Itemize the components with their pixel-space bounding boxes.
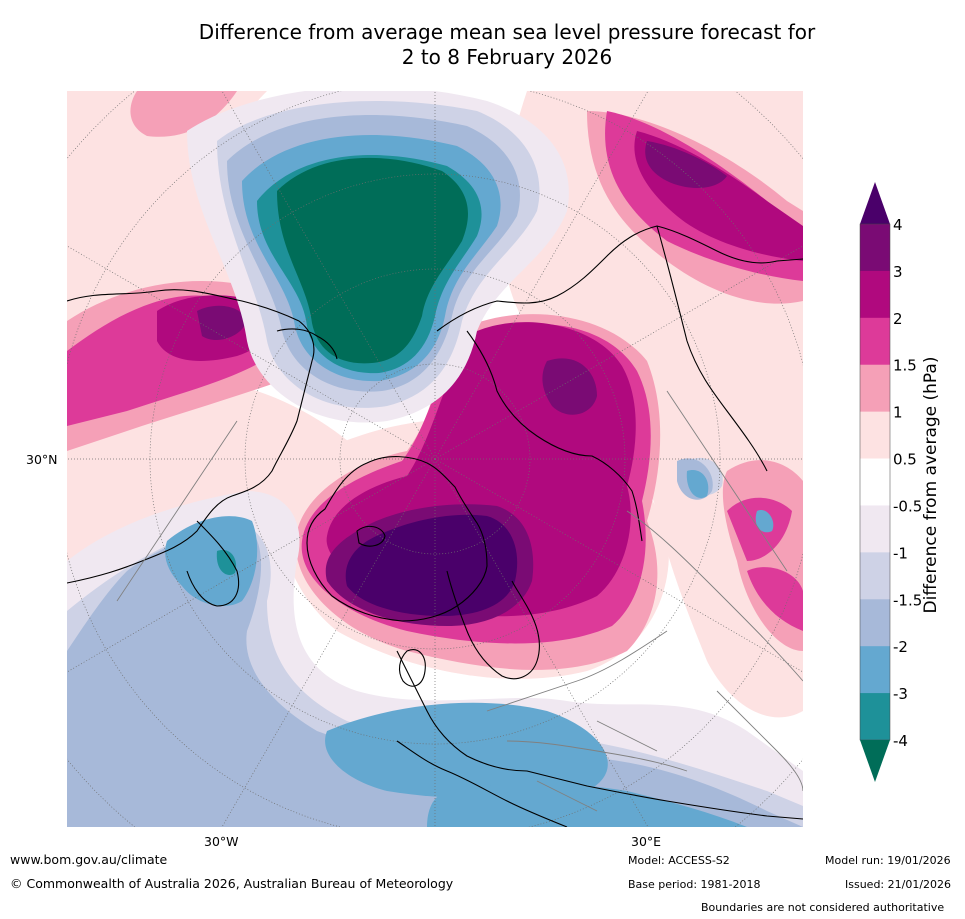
coastlines [67, 225, 803, 827]
colorbar-tick-label: 2 [893, 310, 903, 328]
scandinavia-coast [446, 570, 541, 680]
footer-model: Model: ACCESS-S2 [628, 854, 730, 867]
colorbar-title: Difference from average (hPa) [921, 356, 941, 614]
graticule [67, 91, 803, 827]
colorbar-band [860, 224, 890, 272]
colorbar-tick-label: 1 [893, 404, 903, 422]
footer-base-period: Base period: 1981-2018 [628, 878, 761, 891]
title-line-1: Difference from average mean sea level p… [198, 20, 816, 44]
lat-label-30n: 30°N [26, 452, 58, 467]
greenland-coast [306, 456, 488, 622]
colorbar-band [860, 317, 890, 366]
colorbar-tick-label: -0.5 [893, 497, 922, 515]
title-line-2: 2 to 8 February 2026 [401, 45, 613, 69]
asia-east-coast [656, 225, 768, 472]
lon-label-30e: 30°E [631, 834, 662, 849]
north-america-coast [67, 289, 315, 584]
siberia-coast [466, 330, 643, 542]
colorbar-band [860, 270, 890, 319]
colorbar-tick-label: 0.5 [893, 451, 917, 469]
colorbar-tick-label: -2 [893, 638, 908, 656]
pressure-anomaly-map [67, 91, 803, 827]
colorbar-band [860, 646, 890, 694]
colorbar-band [860, 458, 890, 506]
alaska-chukotka-coast [276, 328, 338, 360]
colorbar-over-arrow [860, 182, 890, 224]
hudson-bay-coast [186, 520, 240, 607]
footer-issued: Issued: 21/01/2026 [845, 878, 952, 891]
colorbar-tick-label: -1 [893, 544, 908, 562]
colorbar-tick-label: -4 [893, 732, 908, 750]
colorbar-tick-label: 4 [893, 216, 903, 234]
colorbar: 4 3 2 1.5 1 0.5 -0.5 -1 -1.5 -2 -3 -4 [859, 182, 922, 782]
colorbar-band [860, 693, 890, 741]
colorbar-band [860, 411, 890, 460]
colorbar-tick-label: -1.5 [893, 591, 922, 609]
colorbar-band [860, 364, 890, 413]
colorbar-tick-label: -3 [893, 685, 908, 703]
country-borders [116, 390, 803, 812]
footer-disclaimer: Boundaries are not considered authoritat… [701, 901, 945, 914]
map-title: Difference from average mean sea level p… [0, 20, 965, 70]
europe-coast [396, 650, 803, 820]
colorbar-band [860, 599, 890, 647]
colorbar-tick-label: 3 [893, 263, 903, 281]
colorbar-band [860, 552, 890, 600]
mediterranean-coast [396, 740, 568, 827]
eurasia-north-coast [436, 225, 803, 332]
uk-coast [398, 649, 426, 687]
colorbar-ticks: 4 3 2 1.5 1 0.5 -0.5 -1 -1.5 -2 -3 -4 [893, 216, 922, 750]
footer-copyright: © Commonwealth of Australia 2026, Austra… [10, 876, 454, 891]
colorbar-bands [859, 223, 891, 741]
colorbar-under-arrow [860, 740, 890, 782]
lon-label-30w: 30°W [204, 834, 239, 849]
footer-model-run: Model run: 19/01/2026 [825, 854, 951, 867]
anomaly-below-minus-4-core [277, 157, 468, 364]
footer-website[interactable]: www.bom.gov.au/climate [10, 852, 168, 867]
colorbar-band [860, 505, 890, 553]
colorbar-tick-label: 1.5 [893, 357, 917, 375]
iceland-coast [356, 525, 386, 547]
